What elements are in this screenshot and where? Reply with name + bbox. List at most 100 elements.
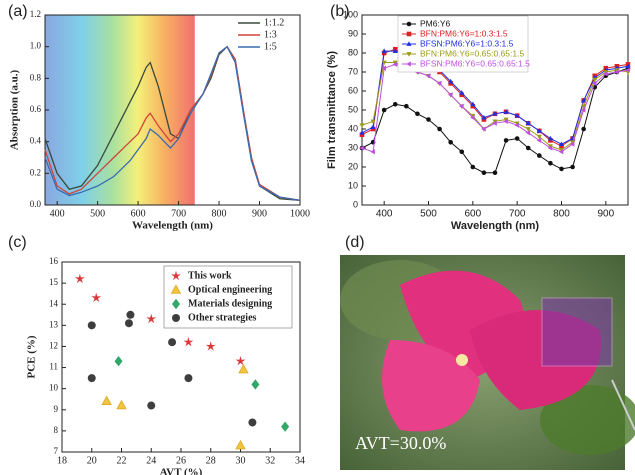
marker <box>614 69 619 75</box>
marker <box>87 321 96 330</box>
marker <box>126 310 135 319</box>
marker <box>503 109 509 114</box>
y-tick-label: 100 <box>343 9 358 19</box>
marker <box>184 374 193 383</box>
marker <box>591 80 597 86</box>
marker <box>172 298 180 310</box>
marker <box>592 77 598 83</box>
y-tick-label: 10 <box>49 383 59 393</box>
marker <box>392 102 398 107</box>
y-axis-label: Film transmittance (%) <box>326 51 338 169</box>
y-tick-label: 13 <box>49 319 59 329</box>
marker <box>437 126 442 132</box>
x-tick-label: 600 <box>464 209 481 220</box>
legend-label: BFSN:PM6:Y6=0.65:0.65:1.5 <box>420 58 530 68</box>
marker <box>570 164 575 170</box>
leaf <box>540 385 635 455</box>
marker <box>406 61 411 67</box>
marker <box>470 101 476 107</box>
y-tick-label: 0.6 <box>30 104 42 114</box>
y-axis-label: PCE (%) <box>26 335 38 378</box>
marker <box>235 356 246 366</box>
legend-label: BFN:PM6:Y6=0.65:0.65:1.5 <box>420 48 524 58</box>
marker <box>559 166 564 172</box>
marker <box>481 117 487 122</box>
series-line <box>44 45 301 201</box>
marker <box>170 284 182 294</box>
photo-caption: AVT=30.0% <box>355 433 446 453</box>
x-axis-label: Wavelength (nm) <box>451 220 540 232</box>
y-tick-label: 1.2 <box>30 9 41 19</box>
x-tick-label: 18 <box>57 455 67 466</box>
marker <box>459 90 465 95</box>
marker <box>114 356 123 367</box>
marker <box>101 395 112 406</box>
marker <box>547 135 553 141</box>
marker <box>426 117 431 122</box>
y-tick-label: 30 <box>348 142 358 152</box>
y-tick-label: 60 <box>348 85 358 95</box>
chart-panel: (b) 400 500 600 700 800 900 0 10 20 30 40 50 60 70 80 90… <box>326 3 631 232</box>
y-tick-label: 0 <box>353 199 358 209</box>
x-tick-label: 700 <box>171 208 186 219</box>
marker <box>448 81 453 86</box>
marker <box>392 61 398 67</box>
legend-label: 1:1.2 <box>264 17 284 28</box>
marker <box>392 48 398 53</box>
panel-label: (a) <box>8 3 28 20</box>
marker <box>603 71 608 77</box>
x-tick-label: 32 <box>265 455 275 466</box>
marker <box>625 63 631 69</box>
x-tick-label: 1000 <box>290 208 310 219</box>
marker <box>370 149 375 155</box>
marker <box>370 119 376 125</box>
y-tick-label: 20 <box>348 161 358 171</box>
legend-label: 1:5 <box>264 41 277 52</box>
marker <box>548 160 553 166</box>
marker <box>447 92 453 98</box>
x-tick-label: 800 <box>212 208 227 219</box>
x-tick-label: 400 <box>376 209 393 220</box>
marker <box>481 126 486 132</box>
marker <box>514 122 520 128</box>
x-tick-label: 500 <box>90 208 105 219</box>
marker <box>381 60 387 66</box>
petal <box>382 340 480 432</box>
x-axis-label: AVT (%) <box>160 467 203 475</box>
y-tick-label: 70 <box>348 66 358 76</box>
y-tick-label: 7 <box>54 446 59 456</box>
y-tick-label: 0.2 <box>30 167 41 177</box>
marker <box>235 439 246 450</box>
marker <box>116 399 127 410</box>
marker <box>415 111 420 117</box>
flower-center <box>456 354 468 366</box>
marker <box>370 124 376 129</box>
marker <box>514 112 520 118</box>
y-tick-label: 14 <box>49 298 59 308</box>
marker <box>481 170 487 175</box>
marker <box>503 118 508 124</box>
marker <box>514 136 520 141</box>
legend-label: BFSN:PM6:Y6=1:0.3:1.5 <box>420 38 514 48</box>
marker <box>547 145 553 151</box>
y-tick-label: 40 <box>348 123 358 133</box>
y-tick-label: 15 <box>49 277 59 287</box>
y-axis-label: Absorption (a.u.) <box>9 69 21 150</box>
marker <box>406 41 412 46</box>
legend-label: 1:3 <box>264 29 277 40</box>
legend-label: PM6:Y6 <box>420 18 451 28</box>
marker <box>381 48 387 53</box>
plot-frame <box>44 14 301 206</box>
marker <box>381 65 387 71</box>
legend-box <box>397 15 529 73</box>
panel-label: (b) <box>330 3 350 20</box>
marker <box>459 92 465 98</box>
x-tick-label: 24 <box>146 455 156 466</box>
legend-label: BFN:PM6:Y6=1:0.3:1.5 <box>420 28 508 38</box>
x-tick-label: 26 <box>176 455 186 466</box>
marker <box>536 134 542 140</box>
x-tick-label: 900 <box>597 209 614 220</box>
marker <box>406 21 412 27</box>
marker <box>91 292 102 303</box>
